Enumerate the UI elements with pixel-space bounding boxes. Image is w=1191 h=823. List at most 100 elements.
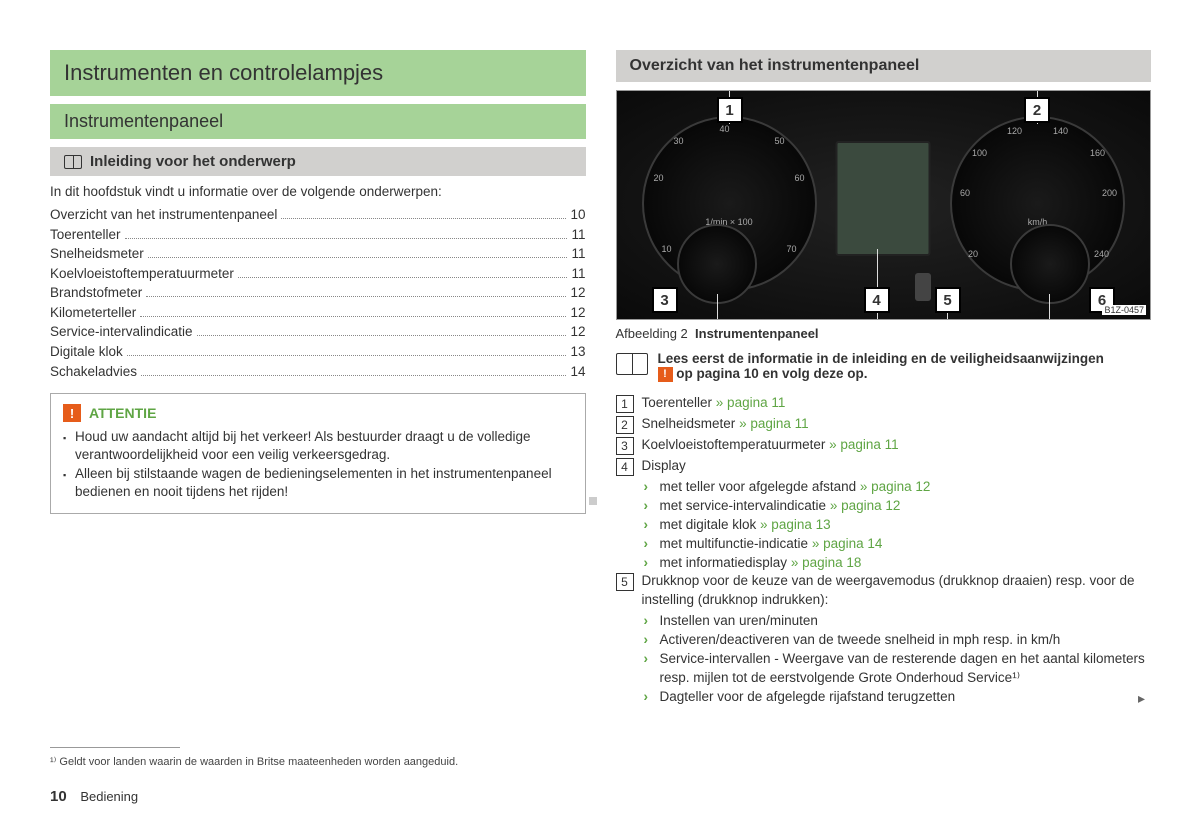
- toc-page: 11: [571, 264, 585, 284]
- right-column: Overzicht van het instrumentenpaneel 1/m…: [616, 50, 1152, 707]
- legend-number: 3: [616, 437, 634, 455]
- toc-page: 14: [570, 362, 585, 382]
- chevron-icon: ›: [644, 516, 649, 535]
- end-marker: [589, 497, 597, 505]
- legend-row: 1Toerenteller » pagina 11: [616, 394, 1152, 413]
- warning-icon: !: [63, 404, 81, 422]
- mode-knob: [915, 273, 931, 301]
- continued-icon: ▸: [1138, 690, 1145, 707]
- chevron-icon: ›: [644, 535, 649, 554]
- instrument-cluster-figure: 1/min × 100 10 20 30 40 50 60 70 km/h 20…: [616, 90, 1152, 320]
- section-title: Instrumentenpaneel: [50, 104, 586, 139]
- legend-number: 4: [616, 458, 634, 476]
- page-number: 10: [50, 788, 67, 805]
- chapter-title: Instrumenten en controlelampjes: [50, 50, 586, 96]
- toc: Overzicht van het instrumentenpaneel10To…: [50, 205, 586, 381]
- warning-list: Houd uw aandacht altijd bij het verkeer!…: [63, 428, 573, 501]
- page-ref: » pagina 11: [739, 416, 809, 431]
- footer-section: Bediening: [80, 789, 138, 804]
- legend-number: 1: [616, 395, 634, 413]
- toc-page: 11: [571, 225, 585, 245]
- toc-page: 12: [570, 283, 585, 303]
- toc-label: Toerenteller: [50, 225, 121, 245]
- chevron-icon: ›: [644, 650, 649, 669]
- toc-row: Snelheidsmeter 11: [50, 244, 586, 264]
- footnote: ¹⁾ Geldt voor landen waarin de waarden i…: [50, 755, 458, 768]
- legend-row: 4Display: [616, 457, 1152, 476]
- page-ref: » pagina 14: [812, 536, 883, 551]
- toc-page: 13: [570, 342, 585, 362]
- book-icon: [616, 353, 648, 375]
- subsection-bar: Inleiding voor het onderwerp: [50, 147, 586, 176]
- warning-icon: !: [658, 367, 673, 382]
- legend-subitem: ›Activeren/deactiveren van de tweede sne…: [644, 631, 1152, 650]
- center-display: [836, 141, 931, 256]
- chevron-icon: ›: [644, 554, 649, 573]
- legend-list: 1Toerenteller » pagina 11 2Snelheidsmeter…: [616, 394, 1152, 707]
- figure-caption: Afbeelding 2 Instrumentenpaneel: [616, 326, 1152, 341]
- image-code: B1Z-0457: [1102, 305, 1146, 315]
- legend-subitem: ›met service-intervalindicatie » pagina …: [644, 497, 1152, 516]
- toc-label: Koelvloeistoftemperatuurmeter: [50, 264, 234, 284]
- chevron-icon: ›: [644, 478, 649, 497]
- toc-page: 12: [570, 322, 585, 342]
- legend-row: 3Koelvloeistoftemperatuurmeter » pagina …: [616, 436, 1152, 455]
- fuel-gauge: [1010, 224, 1090, 304]
- page-ref: » pagina 12: [830, 498, 901, 513]
- legend-number: 2: [616, 416, 634, 434]
- toc-label: Service-intervalindicatie: [50, 322, 193, 342]
- legend-subitem: ›met informatiedisplay » pagina 18: [644, 554, 1152, 573]
- page-ref: » pagina 18: [791, 555, 862, 570]
- chevron-icon: ›: [644, 631, 649, 650]
- toc-row: Brandstofmeter 12: [50, 283, 586, 303]
- legend-subitem: ›met teller voor afgelegde afstand » pag…: [644, 478, 1152, 497]
- left-column: Instrumenten en controlelampjes Instrume…: [50, 50, 586, 707]
- warning-box: ! ATTENTIE Houd uw aandacht altijd bij h…: [50, 393, 586, 514]
- callout-1: 1: [717, 97, 743, 123]
- legend-subitem: ›met digitale klok » pagina 13: [644, 516, 1152, 535]
- book-icon: [64, 155, 82, 169]
- chevron-icon: ›: [644, 688, 649, 707]
- legend-number: 5: [616, 573, 634, 591]
- callout-4: 4: [864, 287, 890, 313]
- page-ref: » pagina 11: [716, 395, 786, 410]
- footnote-rule: [50, 747, 180, 748]
- read-first-note: Lees eerst de informatie in de inleiding…: [616, 351, 1152, 382]
- toc-row: Overzicht van het instrumentenpaneel10: [50, 205, 586, 225]
- toc-label: Brandstofmeter: [50, 283, 142, 303]
- subsection-title: Inleiding voor het onderwerp: [90, 153, 296, 170]
- toc-label: Digitale klok: [50, 342, 123, 362]
- toc-label: Snelheidsmeter: [50, 244, 144, 264]
- legend-subitem: ›Service-intervallen - Weergave van de r…: [644, 650, 1152, 688]
- legend-subitem: ›Instellen van uren/minuten: [644, 612, 1152, 631]
- legend-subitem: ›met multifunctie-indicatie » pagina 14: [644, 535, 1152, 554]
- page-footer: 10 Bediening: [50, 788, 138, 805]
- legend-row: 2Snelheidsmeter » pagina 11: [616, 415, 1152, 434]
- warning-item: Houd uw aandacht altijd bij het verkeer!…: [63, 428, 573, 464]
- legend-subitem: ›Dagteller voor de afgelegde rijafstand …: [644, 688, 1152, 707]
- callout-3: 3: [652, 287, 678, 313]
- coolant-temp-gauge: [677, 224, 757, 304]
- page-ref: » pagina 13: [760, 517, 831, 532]
- legend-row: 5Drukknop voor de keuze van de weergavem…: [616, 572, 1152, 610]
- toc-row: Digitale klok 13: [50, 342, 586, 362]
- toc-row: Schakeladvies 14: [50, 362, 586, 382]
- toc-label: Overzicht van het instrumentenpaneel: [50, 205, 277, 225]
- intro-text: In dit hoofdstuk vindt u informatie over…: [50, 184, 586, 199]
- toc-label: Kilometerteller: [50, 303, 136, 323]
- chevron-icon: ›: [644, 612, 649, 631]
- page-ref: » pagina 11: [829, 437, 899, 452]
- callout-2: 2: [1024, 97, 1050, 123]
- toc-page: 12: [570, 303, 585, 323]
- toc-row: Koelvloeistoftemperatuurmeter 11: [50, 264, 586, 284]
- callout-5: 5: [935, 287, 961, 313]
- chevron-icon: ›: [644, 497, 649, 516]
- toc-page: 11: [571, 244, 585, 264]
- toc-row: Kilometerteller 12: [50, 303, 586, 323]
- right-heading: Overzicht van het instrumentenpaneel: [616, 50, 1152, 82]
- page-ref: » pagina 12: [860, 479, 931, 494]
- toc-row: Toerenteller 11: [50, 225, 586, 245]
- warning-title: ATTENTIE: [89, 405, 156, 421]
- toc-row: Service-intervalindicatie 12: [50, 322, 586, 342]
- toc-label: Schakeladvies: [50, 362, 137, 382]
